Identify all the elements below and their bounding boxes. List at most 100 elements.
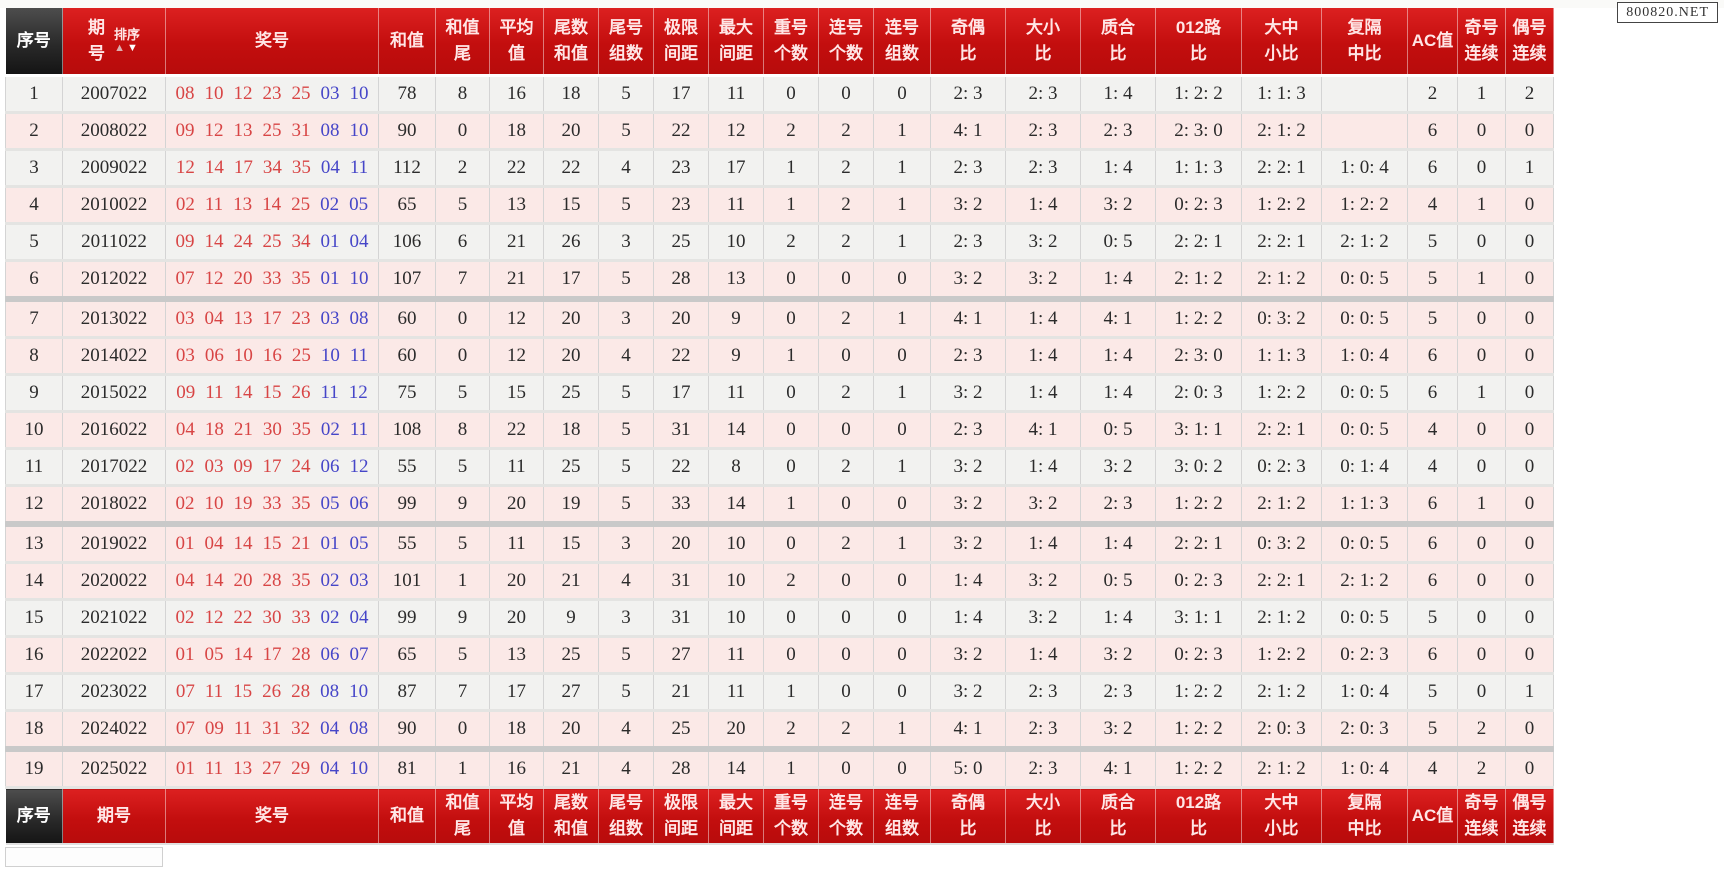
header-label-line: 尾 (454, 44, 471, 63)
cell-consec_groups: 1 (873, 524, 931, 564)
cell-big_small: 2: 3 (1005, 673, 1081, 712)
cell-seq: 11 (5, 448, 63, 487)
header-label-line: 和值 (554, 819, 588, 838)
table-row: 2 2008022 09 12 13 25 31 08 10 90 0 18 20 5 22 12 2 2 1 4: … (5, 112, 1554, 151)
cell-tail_groups: 5 (598, 186, 654, 225)
back-number: 06 (320, 456, 340, 477)
sort-desc-icon[interactable]: ▼ (126, 42, 140, 55)
back-number: 10 (349, 120, 369, 141)
cell-fu_ge_zhong: 0: 2: 3 (1321, 636, 1408, 675)
header-label-line: 和值 (554, 44, 588, 63)
header-label-line: 大小 (1026, 17, 1060, 37)
cell-tail_sum: 15 (543, 186, 599, 225)
back-number: 08 (349, 308, 369, 329)
front-number: 12 (204, 120, 224, 141)
cell-big_small: 3: 2 (1005, 260, 1081, 302)
cell-ac: 5 (1407, 299, 1458, 339)
cell-prime_comp: 1: 4 (1080, 337, 1156, 376)
header-label-line: AC值 (1411, 30, 1454, 50)
cell-limit_gap: 28 (653, 260, 709, 302)
cell-road012: 0: 2: 3 (1155, 636, 1242, 675)
back-number: 10 (320, 345, 340, 366)
cell-ac: 4 (1407, 411, 1458, 450)
header-numbers: 奖号 (165, 787, 379, 845)
header-label-line: 重号 (774, 17, 808, 37)
cell-period: 2010022 (62, 186, 166, 225)
cell-avg: 21 (489, 223, 544, 262)
cell-fu_ge_zhong: 0: 0: 5 (1321, 524, 1408, 564)
header-label-line: 极限 (664, 792, 698, 812)
front-number: 13 (233, 120, 253, 141)
back-number: 10 (349, 758, 369, 779)
back-number: 05 (349, 533, 369, 554)
cell-limit_gap: 21 (653, 673, 709, 712)
back-number: 10 (349, 268, 369, 289)
cell-limit_gap: 23 (653, 149, 709, 188)
cell-max_gap: 14 (708, 485, 764, 527)
cell-big_mid_small: 1: 1: 3 (1241, 75, 1322, 114)
cell-even_streak: 0 (1505, 710, 1554, 752)
back-number: 07 (349, 644, 369, 665)
cell-fu_ge_zhong: 0: 0: 5 (1321, 374, 1408, 413)
cell-consec_groups: 0 (873, 337, 931, 376)
header-label-line: 偶号 (1512, 17, 1547, 37)
header-seq: 序号 (5, 787, 63, 845)
cell-numbers: 07 09 11 31 32 04 08 (165, 710, 379, 752)
cell-period: 2019022 (62, 524, 166, 564)
sort-widget[interactable]: 排序 ▲▼ (114, 27, 140, 55)
header-label-line: 序号 (16, 805, 51, 825)
cell-odd_streak: 0 (1457, 223, 1506, 262)
cell-tail_sum: 21 (543, 562, 599, 601)
front-number: 33 (262, 268, 282, 289)
cell-road012: 2: 1: 2 (1155, 260, 1242, 302)
header-label-line: 尾数 (554, 17, 588, 37)
cell-big_small: 1: 4 (1005, 636, 1081, 675)
cell-sum_tail: 5 (435, 186, 490, 225)
front-number: 35 (291, 419, 311, 440)
cell-fu_ge_zhong: 0: 1: 4 (1321, 448, 1408, 487)
header-label-line: 号 (87, 44, 105, 63)
cell-consec_count: 2 (818, 223, 874, 262)
cell-numbers: 09 14 24 25 34 01 04 (165, 223, 379, 262)
cell-consec_groups: 0 (873, 749, 931, 789)
header-even_streak: 偶号 连续 (1505, 8, 1554, 77)
cell-ac: 6 (1407, 485, 1458, 527)
header-label-line: 比 (1109, 44, 1127, 63)
table-row: 15 2021022 02 12 22 30 33 02 04 99 9 20 9 3 31 10 0 0 0 1: … (5, 599, 1554, 638)
table-row: 14 2020022 04 14 20 28 35 02 03 101 1 20 21 4 31 10 2 0 0 1… (5, 562, 1554, 601)
table-row: 6 2012022 07 12 20 33 35 01 10 107 7 21 17 5 28 13 0 0 0 3:… (5, 260, 1554, 302)
cell-max_gap: 10 (708, 599, 764, 638)
cell-period: 2015022 (62, 374, 166, 413)
header-avg: 平均值 (489, 8, 544, 77)
cell-big_small: 1: 4 (1005, 186, 1081, 225)
cell-consec_count: 0 (818, 562, 874, 601)
header-label-line: 连续 (1512, 819, 1547, 838)
cell-repeat_count: 0 (763, 374, 819, 413)
header-limit_gap: 极限 间距 (653, 8, 709, 77)
cell-sum_tail: 5 (435, 448, 490, 487)
sort-asc-icon[interactable]: ▲ (114, 42, 127, 55)
cell-period: 2016022 (62, 411, 166, 450)
cell-consec_groups: 0 (873, 562, 931, 601)
header-label-line: 间距 (719, 44, 753, 63)
header-label-line: 奇号 (1464, 792, 1499, 812)
front-number: 01 (175, 758, 195, 779)
cell-max_gap: 11 (708, 186, 764, 225)
cell-big_mid_small: 2: 2: 1 (1241, 411, 1322, 450)
header-fu_ge_zhong: 复隔 中比 (1321, 787, 1408, 845)
front-number: 14 (233, 644, 253, 665)
cell-numbers: 12 14 17 34 35 04 11 (165, 149, 379, 188)
cell-tail_sum: 20 (543, 299, 599, 339)
cell-tail_groups: 4 (598, 710, 654, 752)
cell-period: 2013022 (62, 299, 166, 339)
front-number: 02 (175, 194, 195, 215)
cell-repeat_count: 0 (763, 75, 819, 114)
back-number: 10 (349, 83, 369, 104)
header-max_gap: 最大 间距 (708, 787, 764, 845)
cell-sum: 78 (378, 75, 436, 114)
header-sum_tail: 和值尾 (435, 8, 490, 77)
table-row: 9 2015022 09 11 14 15 26 11 12 75 5 15 25 5 17 11 0 2 1 3: … (5, 374, 1554, 413)
header-tail_sum: 尾数 和值 (543, 787, 599, 845)
cell-avg: 18 (489, 710, 544, 752)
cell-limit_gap: 25 (653, 223, 709, 262)
